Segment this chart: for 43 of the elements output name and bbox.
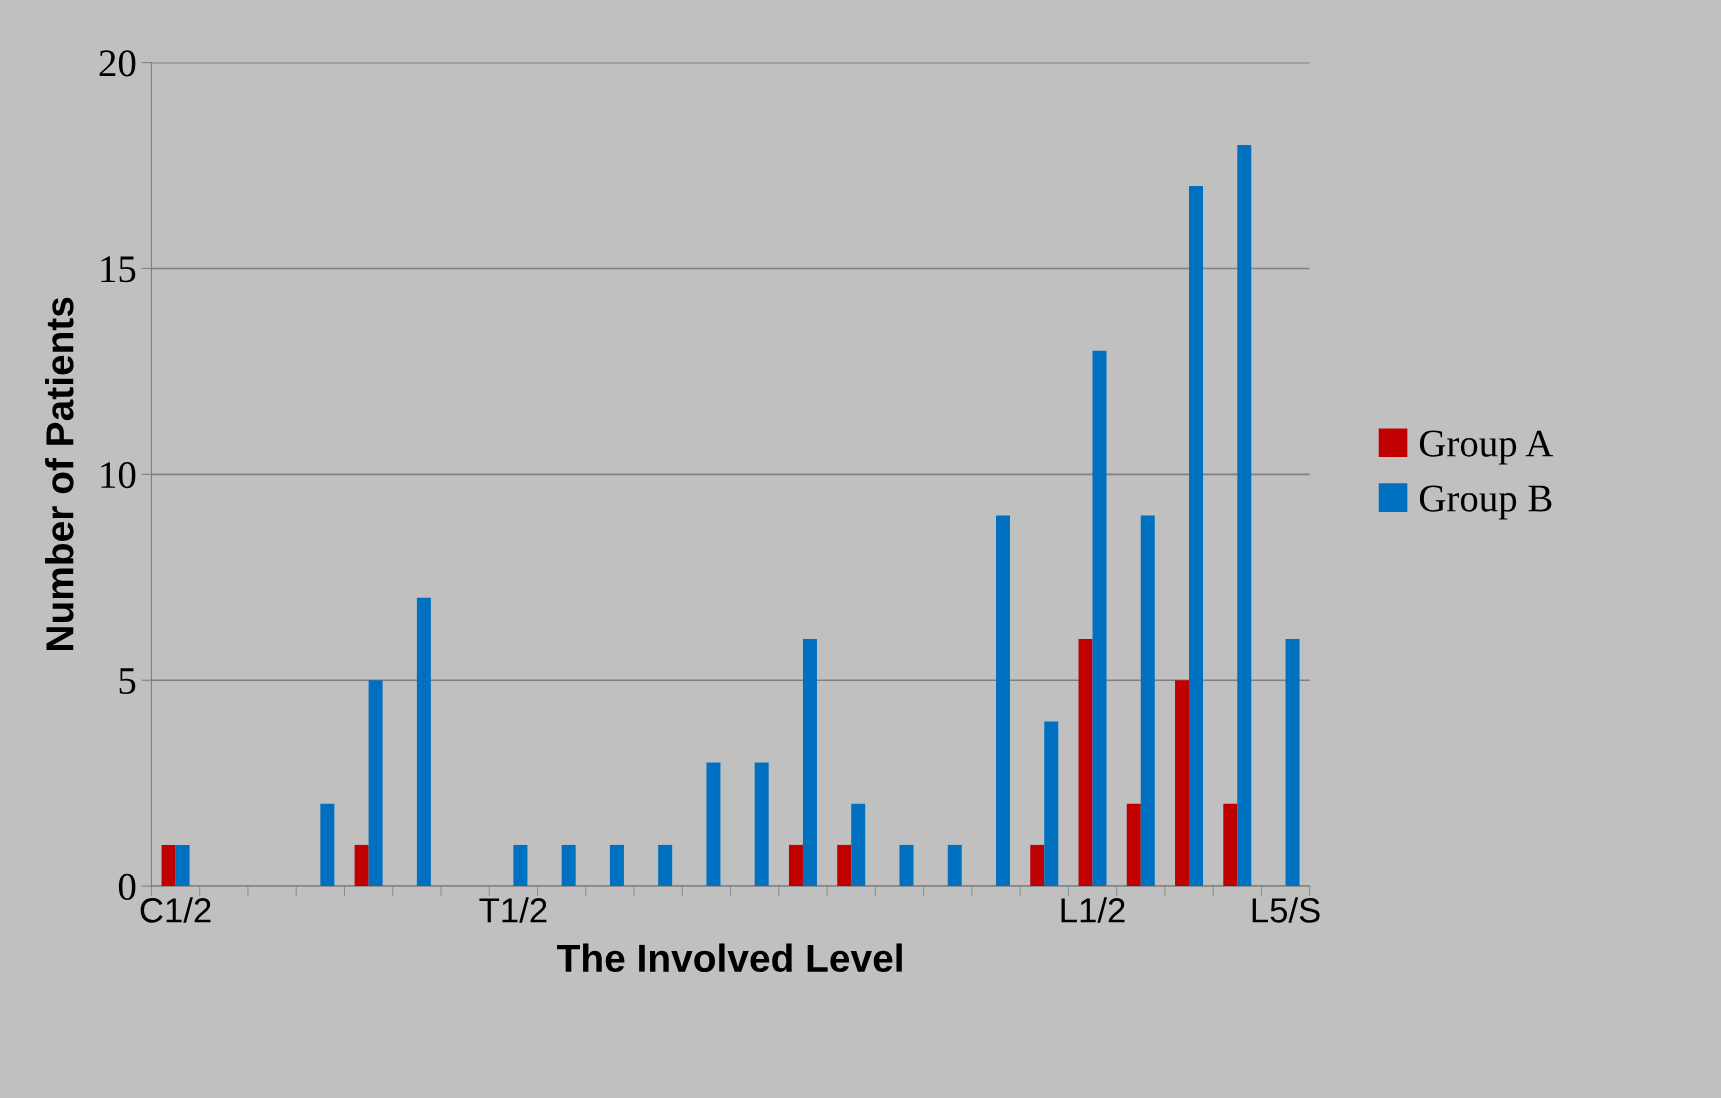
x-tick-label: T1/2 <box>479 897 547 923</box>
bar <box>995 515 1010 887</box>
bar <box>1044 721 1059 887</box>
bar <box>416 597 431 887</box>
bar <box>788 844 803 887</box>
x-tick-label: L5/S <box>1252 897 1320 923</box>
bar <box>1237 144 1252 887</box>
bar <box>1285 639 1300 887</box>
bar <box>1092 350 1107 887</box>
y-axis-title: Number of Patients <box>45 297 74 650</box>
bar <box>802 639 817 887</box>
y-tick-label: 0 <box>118 873 136 900</box>
bar <box>658 844 673 887</box>
bar <box>368 680 383 887</box>
bar <box>706 762 721 887</box>
y-tick-label: 15 <box>101 256 136 283</box>
legend-label: Group B <box>1419 485 1552 520</box>
bar <box>1078 639 1093 887</box>
bar <box>561 844 576 887</box>
x-tick-label: L1/2 <box>1061 897 1125 923</box>
bar <box>754 762 769 887</box>
y-tick-label: 5 <box>119 668 136 695</box>
bar <box>947 844 962 887</box>
bar <box>1030 844 1045 887</box>
bar <box>899 844 914 887</box>
bar <box>320 803 335 887</box>
y-tick-label: 10 <box>101 461 136 489</box>
bar <box>175 844 190 887</box>
bar <box>851 803 866 887</box>
legend-label: Group A <box>1419 430 1554 465</box>
bar <box>1140 515 1155 887</box>
bar <box>609 844 624 887</box>
x-axis-title: The Involved Level <box>557 943 902 973</box>
bar <box>1223 803 1238 887</box>
bar <box>837 844 852 887</box>
y-tick-label: 20 <box>99 50 136 77</box>
bar <box>354 844 369 887</box>
x-tick-label: C1/2 <box>140 897 211 923</box>
bar <box>1126 803 1141 887</box>
bar <box>513 844 528 887</box>
bar <box>1175 680 1190 887</box>
bar <box>1189 186 1204 887</box>
bar <box>161 844 176 887</box>
